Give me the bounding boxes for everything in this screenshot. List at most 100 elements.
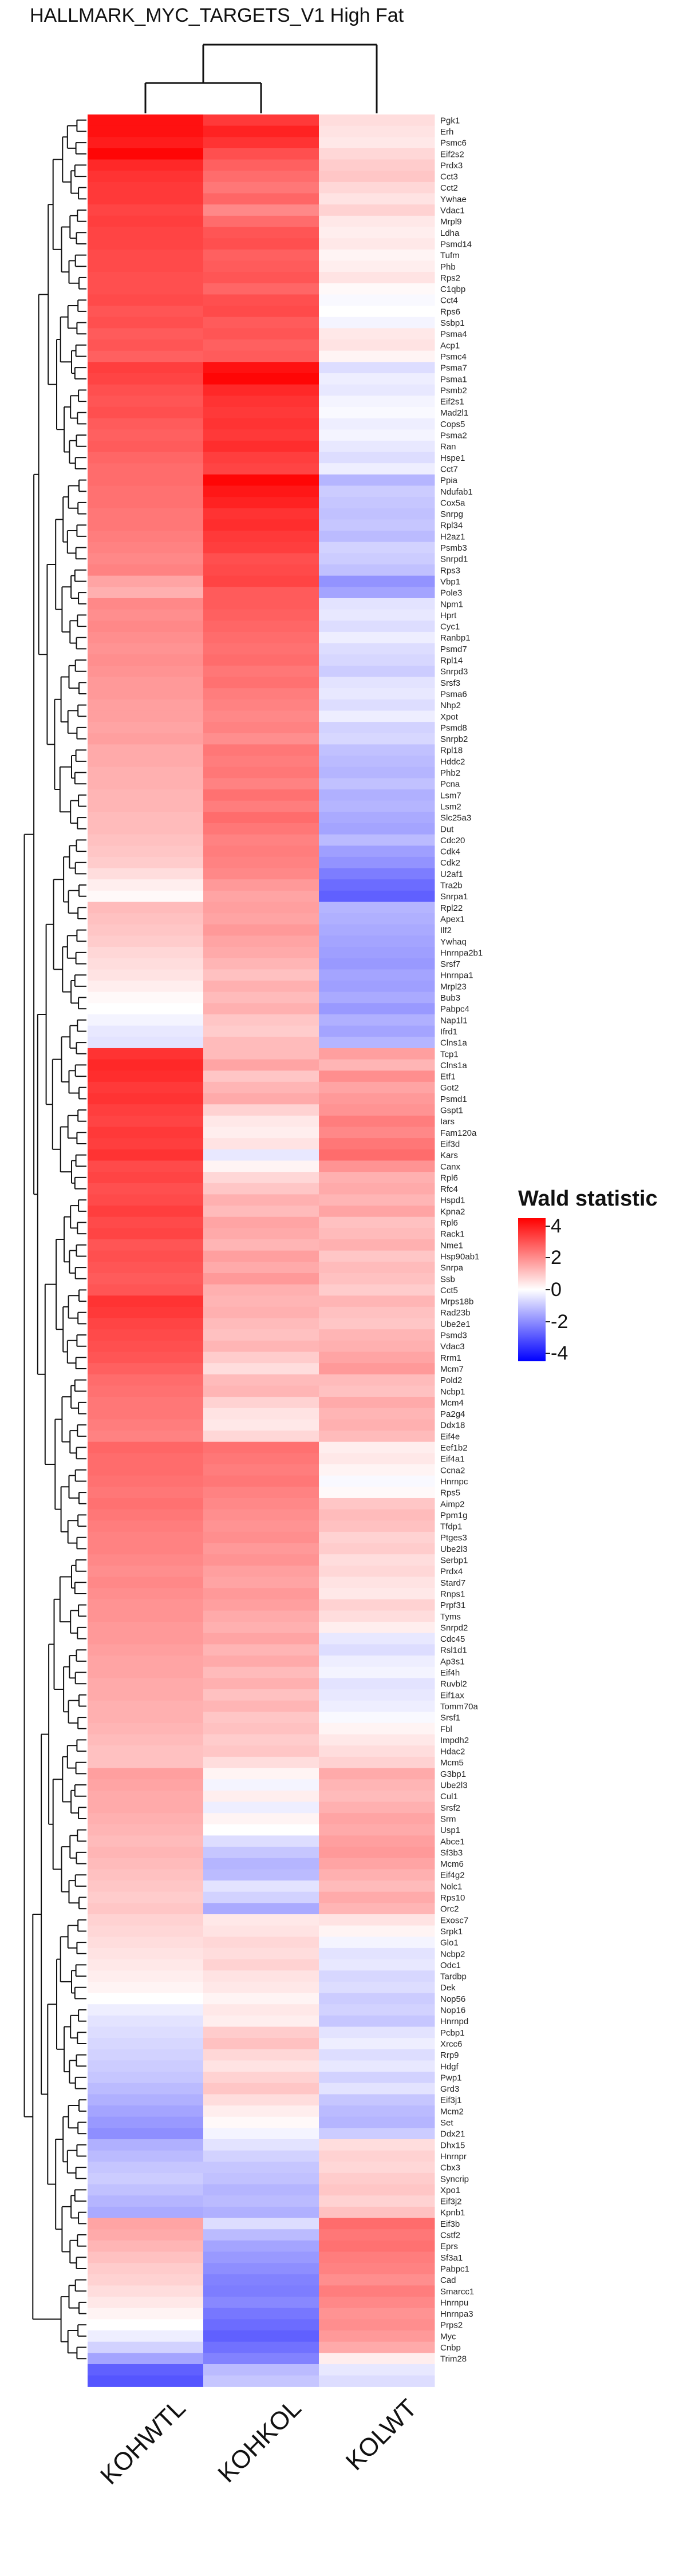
heatmap-cell [203,1431,319,1443]
heatmap-cell [203,2274,319,2286]
heatmap-cell [319,710,435,722]
row-label: Ap3s1 [440,1657,465,1666]
heatmap-cell [203,2263,319,2275]
heatmap-cell [203,1554,319,1566]
heatmap-cell [319,384,435,396]
heatmap-cell [319,2229,435,2241]
heatmap-cell [88,1666,204,1678]
heatmap-cell [203,2353,319,2365]
heatmap-cell [319,1408,435,1420]
row-label: Ssbp1 [440,318,465,328]
heatmap-cell [319,688,435,700]
heatmap-cell [203,1059,319,1071]
row-label: Psma7 [440,364,467,373]
heatmap-cell [203,2139,319,2151]
heatmap-cell [88,406,204,419]
row-label: Xrcc6 [440,2039,462,2049]
row-label: Nap1l1 [440,1016,468,1025]
heatmap-cell [88,1081,204,1094]
row-label: Cdk4 [440,847,460,857]
row-label: Tyms [440,1612,461,1622]
heatmap-cell [203,474,319,487]
heatmap-cell [319,1554,435,1566]
heatmap-cell [319,800,435,812]
row-label: Ran [440,442,456,452]
heatmap-cell [203,924,319,937]
heatmap-cell [319,1745,435,1757]
row-label: Snrpa1 [440,892,468,902]
heatmap-cell [319,1397,435,1409]
heatmap-cell [319,1858,435,1870]
heatmap-cell [319,317,435,329]
row-label: Acp1 [440,341,460,350]
heatmap-cell [203,2072,319,2084]
heatmap-cell [319,2049,435,2061]
heatmap-cell [203,2172,319,2185]
heatmap-cell [203,1835,319,1847]
heatmap-cell [203,283,319,295]
row-label: Mrps18b [440,1297,473,1307]
heatmap-cell [88,1216,204,1228]
heatmap-cell [203,1441,319,1453]
heatmap-cell [203,1081,319,1094]
heatmap-cell [88,1700,204,1712]
heatmap-cell [203,2297,319,2309]
heatmap-cell [203,800,319,812]
heatmap-cell [203,587,319,599]
heatmap-cell [88,1937,204,1949]
heatmap-cell [88,846,204,858]
heatmap-cell [319,1599,435,1611]
heatmap-cell [319,789,435,801]
heatmap-cell [203,2229,319,2241]
heatmap-cell [319,1813,435,1825]
heatmap-cell [319,2116,435,2128]
heatmap-cell [88,1644,204,1656]
row-label: Rfc4 [440,1184,458,1194]
row-label: Dek [440,1983,456,1993]
heatmap-cell [319,609,435,621]
heatmap-cell [319,1093,435,1105]
heatmap-cell [203,677,319,689]
heatmap-cell [88,1554,204,1566]
heatmap-cell [88,2128,204,2140]
heatmap-cell [203,260,319,272]
heatmap-cell [319,1543,435,1555]
heatmap-cell [203,991,319,1003]
row-label: Ilf2 [440,926,452,935]
heatmap-cell [88,1172,204,1184]
heatmap-cell [88,665,204,678]
heatmap-cell [203,1464,319,1476]
heatmap-cell [203,508,319,520]
heatmap-cell [203,193,319,205]
legend-tick-mark [546,1353,550,1354]
row-label: Myc [440,2332,456,2341]
row-label: Nop56 [440,1994,465,2004]
heatmap-cell [203,2004,319,2016]
row-label: Prdx4 [440,1567,463,1577]
row-label: Odc1 [440,1961,461,1970]
heatmap-cell [88,1284,204,1296]
heatmap-cell [88,1352,204,1364]
heatmap-cell [319,1318,435,1330]
row-label: Fam120a [440,1128,477,1138]
heatmap-cell [319,722,435,734]
row-label: Cct7 [440,464,458,474]
heatmap-cell [203,834,319,846]
row-label: Cdk2 [440,858,460,868]
heatmap-cell [319,2297,435,2309]
heatmap-cell [203,1678,319,1690]
row-label: Eif2s2 [440,149,464,159]
heatmap-cell [203,1498,319,1510]
heatmap-cell [88,789,204,801]
heatmap-cell [319,1419,435,1431]
row-label: Cyc1 [440,622,460,632]
row-label: Set [440,2118,453,2128]
heatmap-cell [319,272,435,284]
row-label: H2az1 [440,532,465,542]
heatmap-cell [88,294,204,306]
heatmap-cell [88,812,204,824]
heatmap-cell [88,756,204,768]
heatmap-cell [203,2162,319,2174]
heatmap-cell [88,1374,204,1386]
row-label: Ddx21 [440,2129,465,2139]
